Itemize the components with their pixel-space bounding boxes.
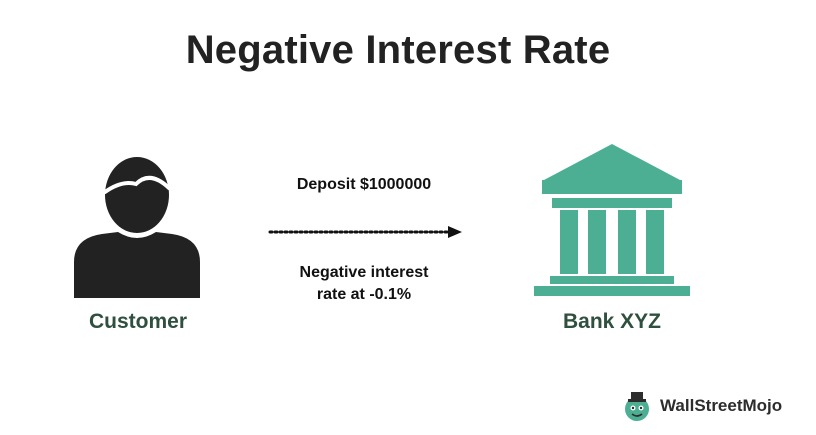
- interest-rate-line-1: Negative interest: [299, 264, 429, 281]
- customer-label: Customer: [88, 310, 188, 333]
- person-icon: [74, 157, 200, 298]
- wallstreetmojo-logo-icon: [625, 392, 649, 421]
- bank-label: Bank XYZ: [562, 310, 662, 333]
- interest-rate-label: Negative interest rate at -0.1%: [258, 262, 470, 306]
- deposit-label: Deposit $1000000: [296, 176, 432, 193]
- dotted-arrow-icon: [268, 226, 462, 238]
- page-title: Negative Interest Rate: [185, 28, 611, 72]
- interest-rate-line-2: rate at -0.1%: [316, 286, 412, 303]
- brand-name: WallStreetMojo: [660, 396, 783, 415]
- brand-logo: WallStreetMojo: [620, 388, 782, 424]
- bank-building-icon: [534, 144, 690, 296]
